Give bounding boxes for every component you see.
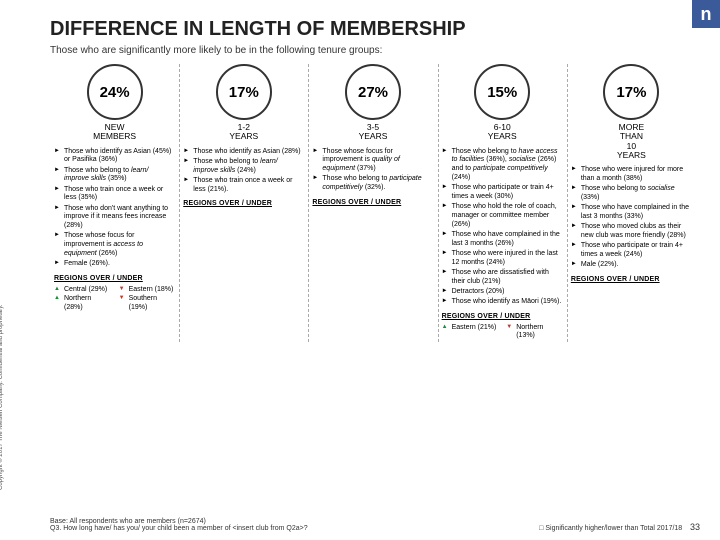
bullet-item: Those whose focus for improvement is qua… [312, 148, 433, 174]
tenure-label: MORETHAN10YEARS [571, 123, 692, 160]
bullet-item: Those who belong to learn/ improve skill… [54, 167, 175, 185]
tenure-column: 15% 6-10YEARS Those who belong to have acc… [438, 64, 567, 342]
slide-content: DIFFERENCE IN LENGTH OF MEMBERSHIP Those… [0, 0, 720, 342]
tenure-bullets: Those who identify as Asian (28%)Those w… [183, 148, 304, 195]
bullet-item: Those who train once a week or less (21%… [183, 177, 304, 195]
footer-base: Base: All respondents who are members (n… [50, 518, 308, 525]
bullet-item: Those who belong to have access to facil… [442, 148, 563, 183]
brand-logo: n [692, 0, 720, 28]
page-subtitle: Those who are significantly more likely … [50, 45, 696, 56]
bullet-item: Female (26%). [54, 260, 175, 269]
tenure-label: NEWMEMBERS [54, 123, 175, 142]
slide-footer: Base: All respondents who are members (n… [50, 518, 700, 532]
regions-down: Northern (13%) [506, 324, 563, 342]
page-number: 33 [690, 522, 700, 532]
footer-sig: □ Significantly higher/lower than Total … [539, 525, 682, 532]
tenure-pct-circle: 17% [603, 64, 659, 120]
region-down-item: Southern (19%) [119, 295, 176, 312]
bullet-item: Those who moved clubs as their new club … [571, 223, 692, 241]
footer-question: Q3. How long have/ has you/ your child b… [50, 525, 308, 532]
tenure-label: 6-10YEARS [442, 123, 563, 142]
bullet-item: Those who belong to learn/ improve skill… [183, 158, 304, 176]
tenure-columns: 24% NEWMEMBERS Those who identify as Asian… [50, 64, 696, 342]
tenure-pct-circle: 17% [216, 64, 272, 120]
bullet-item: Detractors (20%) [442, 288, 563, 297]
tenure-bullets: Those who identify as Asian (45%) or Pas… [54, 148, 175, 269]
regions-header: REGIONS OVER / UNDER [571, 276, 692, 283]
bullet-item: Those who hold the role of coach, manage… [442, 203, 563, 229]
page-title: DIFFERENCE IN LENGTH OF MEMBERSHIP [50, 18, 696, 41]
tenure-pct-circle: 24% [87, 64, 143, 120]
regions-header: REGIONS OVER / UNDER [442, 313, 563, 320]
bullet-item: Those who are dissatisfied with their cl… [442, 269, 563, 287]
bullet-item: Those who identify as Asian (28%) [183, 148, 304, 157]
bullet-item: Those who identify as Māori (19%). [442, 298, 563, 307]
regions-header: REGIONS OVER / UNDER [54, 275, 175, 282]
tenure-bullets: Those who were injured for more than a m… [571, 166, 692, 270]
bullet-item: Those who belong to socialise (33%) [571, 185, 692, 203]
bullet-item: Those who were injured in the last 12 mo… [442, 250, 563, 268]
bullet-item: Those who belong to participate competit… [312, 175, 433, 193]
footer-left: Base: All respondents who are members (n… [50, 518, 308, 532]
tenure-column: 17%MORETHAN10YEARS Those who were injured… [567, 64, 696, 342]
bullet-item: Those who have complained in the last 3 … [571, 204, 692, 222]
bullet-item: Those who have complained in the last 3 … [442, 231, 563, 249]
bullet-item: Those who identify as Asian (45%) or Pas… [54, 148, 175, 166]
regions-up: Eastern (21%) [442, 324, 499, 342]
tenure-label: 3-5YEARS [312, 123, 433, 142]
bullet-item: Those who were injured for more than a m… [571, 166, 692, 184]
bullet-item: Male (22%). [571, 261, 692, 270]
bullet-item: Those who participate or train 4+ times … [442, 184, 563, 202]
regions-up: Central (29%)Northern (28%) [54, 286, 111, 313]
regions-header: REGIONS OVER / UNDER [312, 199, 433, 206]
regions-row: Eastern (21%) Northern (13%) [442, 324, 563, 342]
bullet-item: Those who don't want anything to improve… [54, 205, 175, 231]
region-down-item: Eastern (18%) [119, 286, 176, 294]
tenure-bullets: Those who belong to have access to facil… [442, 148, 563, 307]
tenure-pct-circle: 15% [474, 64, 530, 120]
region-up-item: Eastern (21%) [442, 324, 499, 332]
copyright-side: Copyright © 2017 The Nielsen Company. Co… [0, 304, 4, 490]
bullet-item: Those who participate or train 4+ times … [571, 242, 692, 260]
tenure-bullets: Those whose focus for improvement is qua… [312, 148, 433, 193]
tenure-column: 17% 1-2YEARS Those who identify as Asian (… [179, 64, 308, 342]
region-up-item: Central (29%) [54, 286, 111, 294]
bullet-item: Those whose focus for improvement is acc… [54, 232, 175, 258]
region-down-item: Northern (13%) [506, 324, 563, 341]
tenure-pct-circle: 27% [345, 64, 401, 120]
tenure-column: 24% NEWMEMBERS Those who identify as Asian… [50, 64, 179, 342]
regions-down: Eastern (18%)Southern (19%) [119, 286, 176, 313]
tenure-column: 27% 3-5YEARS Those whose focus for improve… [308, 64, 437, 342]
region-up-item: Northern (28%) [54, 295, 111, 312]
bullet-item: Those who train once a week or less (35%… [54, 186, 175, 204]
regions-row: Central (29%)Northern (28%) Eastern (18%)… [54, 286, 175, 313]
footer-right: □ Significantly higher/lower than Total … [539, 522, 700, 532]
regions-header: REGIONS OVER / UNDER [183, 200, 304, 207]
tenure-label: 1-2YEARS [183, 123, 304, 142]
